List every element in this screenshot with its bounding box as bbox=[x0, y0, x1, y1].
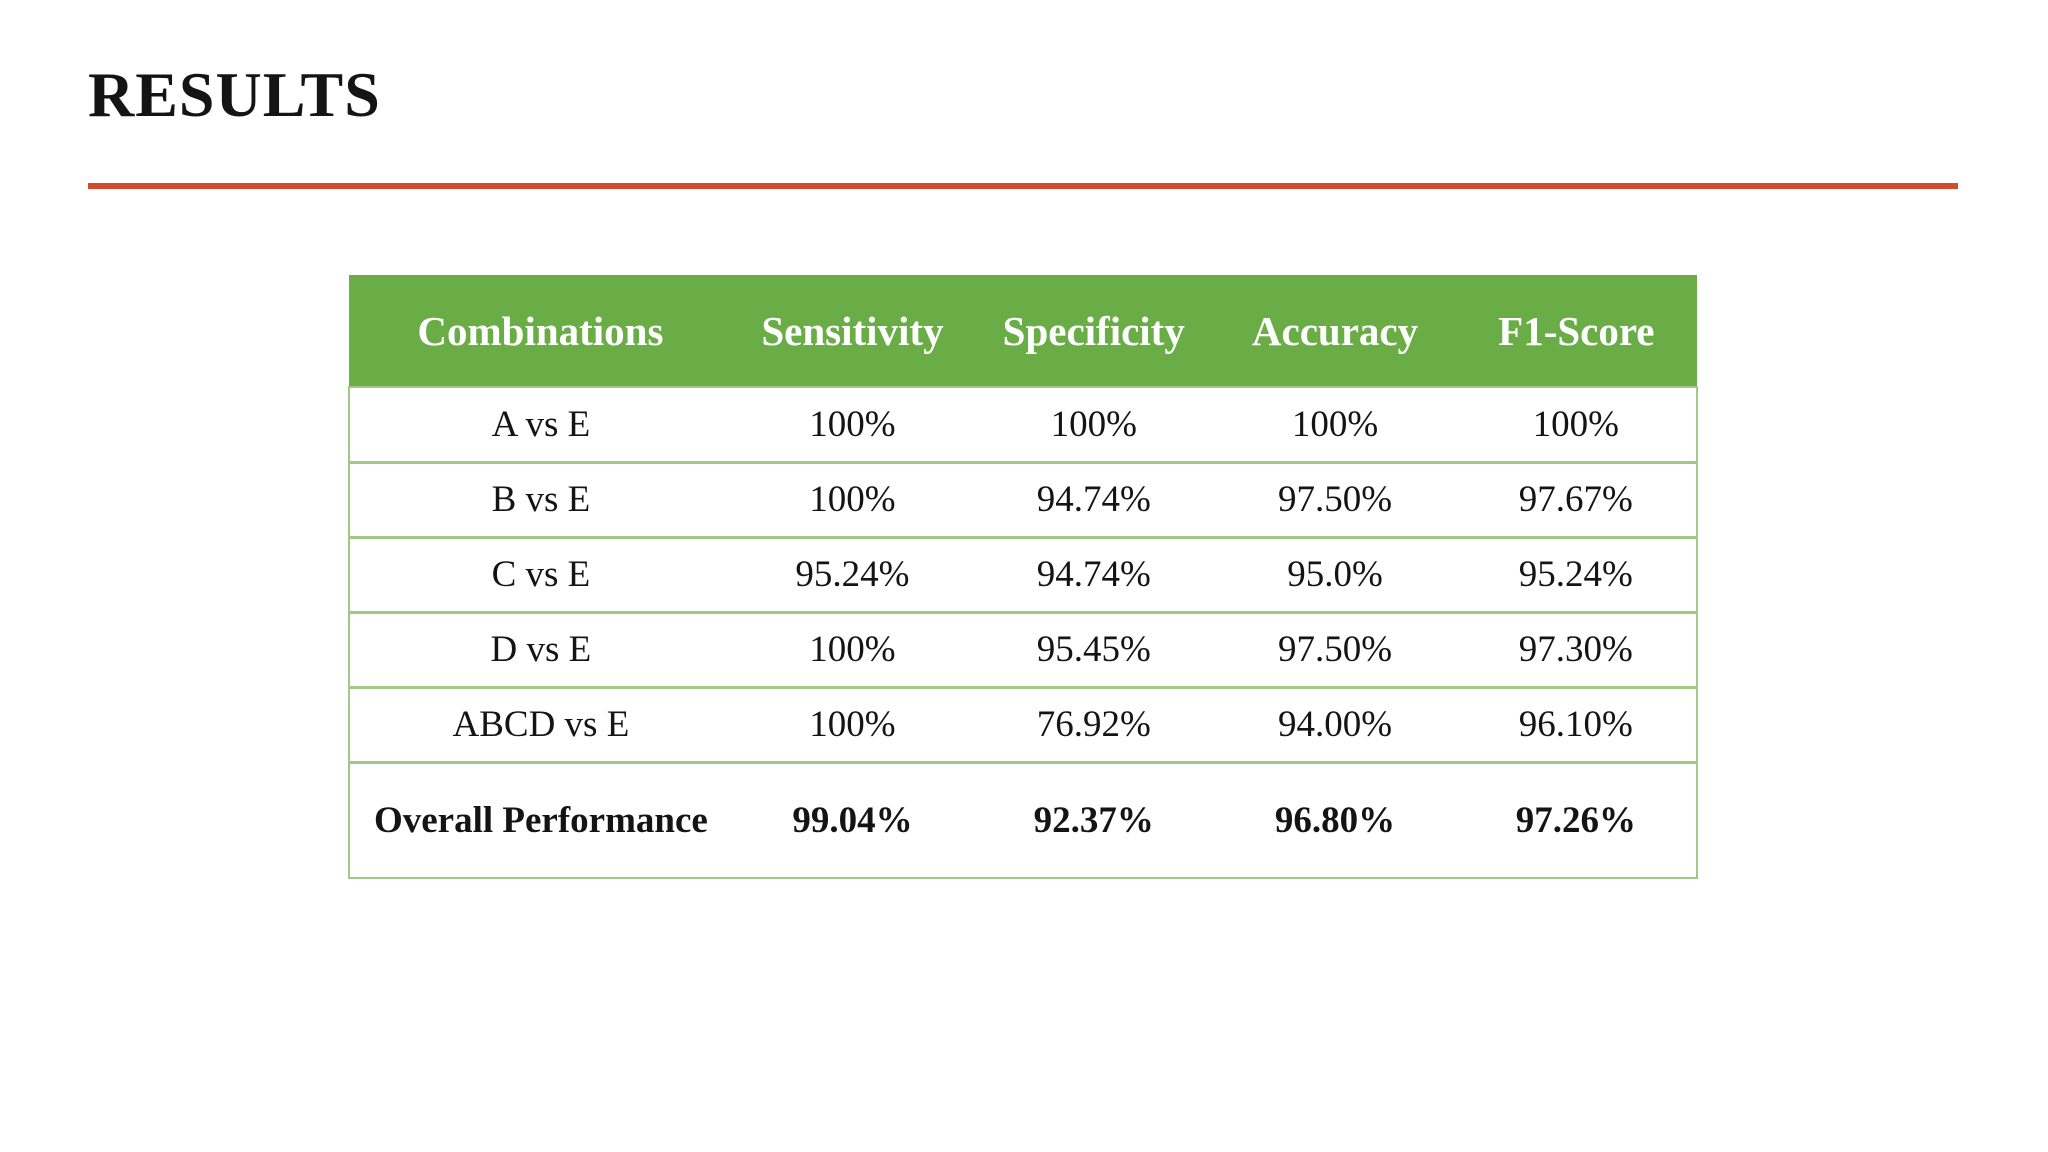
metric-value-cell: 97.26% bbox=[1455, 760, 1697, 878]
combination-cell: ABCD vs E bbox=[349, 685, 732, 762]
header-cell-accuracy: Accuracy bbox=[1214, 275, 1456, 387]
table-row: D vs E 100% 95.45% 97.50% 97.30% bbox=[349, 610, 1697, 687]
metric-value-cell: 95.24% bbox=[1455, 535, 1697, 612]
metric-value-cell: 100% bbox=[731, 460, 974, 537]
metric-value-cell: 100% bbox=[731, 387, 974, 462]
metric-value-cell: 97.67% bbox=[1455, 460, 1697, 537]
header-cell-combinations: Combinations bbox=[349, 275, 732, 387]
table-row: ABCD vs E 100% 76.92% 94.00% 96.10% bbox=[349, 685, 1697, 762]
metric-value-cell: 100% bbox=[1455, 387, 1697, 462]
metric-value-cell: 94.00% bbox=[1214, 685, 1456, 762]
metric-value-cell: 99.04% bbox=[731, 760, 974, 878]
metric-value-cell: 97.50% bbox=[1214, 610, 1456, 687]
metric-value-cell: 96.80% bbox=[1214, 760, 1456, 878]
metric-value-cell: 94.74% bbox=[973, 535, 1215, 612]
metric-value-cell: 97.50% bbox=[1214, 460, 1456, 537]
metric-value-cell: 100% bbox=[731, 610, 974, 687]
combination-cell: D vs E bbox=[349, 610, 732, 687]
header-cell-f1-score: F1-Score bbox=[1455, 275, 1697, 387]
metric-value-cell: 100% bbox=[731, 685, 974, 762]
metric-value-cell: 95.0% bbox=[1214, 535, 1456, 612]
page-title: RESULTS bbox=[88, 59, 381, 130]
table-body: A vs E 100% 100% 100% 100% B vs E 100% 94.74% 97… bbox=[349, 387, 1697, 878]
results-table-container: Combinations Sensitivity Specificity Acc… bbox=[348, 275, 1698, 879]
table-row: C vs E 95.24% 94.74% 95.0% 95.24% bbox=[349, 535, 1697, 612]
table-row: Overall Performance 99.04% 92.37% 96.80% 97.… bbox=[349, 760, 1697, 878]
combination-cell: A vs E bbox=[349, 387, 732, 462]
metric-value-cell: 76.92% bbox=[973, 685, 1215, 762]
combination-cell: Overall Performance bbox=[349, 760, 732, 878]
metric-value-cell: 96.10% bbox=[1455, 685, 1697, 762]
table-row: A vs E 100% 100% 100% 100% bbox=[349, 387, 1697, 462]
table-row: B vs E 100% 94.74% 97.50% 97.67% bbox=[349, 460, 1697, 537]
metric-value-cell: 100% bbox=[973, 387, 1215, 462]
combination-cell: C vs E bbox=[349, 535, 732, 612]
title-divider-rule bbox=[88, 183, 1958, 189]
metric-value-cell: 95.24% bbox=[731, 535, 974, 612]
metric-value-cell: 100% bbox=[1214, 387, 1456, 462]
metric-value-cell: 95.45% bbox=[973, 610, 1215, 687]
metric-value-cell: 92.37% bbox=[973, 760, 1215, 878]
table-header: Combinations Sensitivity Specificity Acc… bbox=[349, 275, 1697, 387]
metric-value-cell: 97.30% bbox=[1455, 610, 1697, 687]
combination-cell: B vs E bbox=[349, 460, 732, 537]
header-cell-sensitivity: Sensitivity bbox=[731, 275, 974, 387]
metric-value-cell: 94.74% bbox=[973, 460, 1215, 537]
header-cell-specificity: Specificity bbox=[973, 275, 1215, 387]
results-table: Combinations Sensitivity Specificity Acc… bbox=[348, 275, 1698, 879]
header-row: Combinations Sensitivity Specificity Acc… bbox=[349, 275, 1697, 387]
